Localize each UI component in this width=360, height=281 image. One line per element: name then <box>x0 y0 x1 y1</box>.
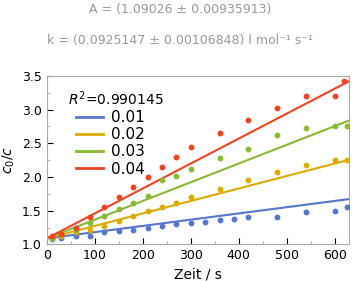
Text: $R^2$=0.990145: $R^2$=0.990145 <box>68 89 164 108</box>
Legend: 0.01, 0.02, 0.03, 0.04: 0.01, 0.02, 0.03, 0.04 <box>69 104 151 183</box>
Text: k = (0.0925147 ± 0.00106848) l mol⁻¹ s⁻¹: k = (0.0925147 ± 0.00106848) l mol⁻¹ s⁻¹ <box>47 34 313 47</box>
X-axis label: Zeit / s: Zeit / s <box>174 268 222 281</box>
Y-axis label: $c_0/c$: $c_0/c$ <box>0 146 17 174</box>
Text: A = (1.09026 ± 0.00935913): A = (1.09026 ± 0.00935913) <box>89 3 271 16</box>
